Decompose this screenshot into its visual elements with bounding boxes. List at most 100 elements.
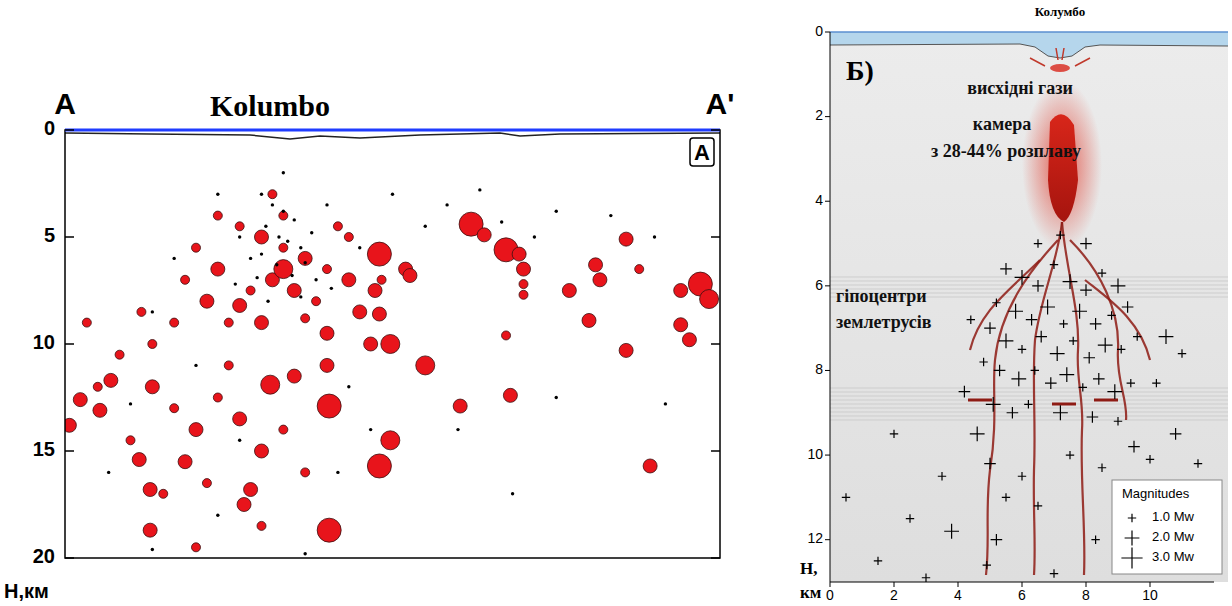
hypocenter — [1040, 300, 1055, 315]
hypocenter — [944, 524, 959, 539]
legend-label: 1.0 Mw — [1152, 509, 1195, 524]
hypocenter — [1098, 269, 1106, 277]
hypocenter-dot — [151, 310, 154, 313]
hypocenter — [416, 356, 435, 375]
hypocenter — [279, 243, 288, 252]
hypocenter — [1031, 366, 1039, 374]
hypocenter — [1087, 411, 1099, 423]
hypocenter-dot — [290, 274, 293, 277]
hypocenter-dot — [330, 287, 333, 290]
hypocenter-dot — [664, 402, 667, 405]
hypocenter — [1008, 304, 1023, 319]
hypocenter — [213, 211, 222, 220]
layer-band — [830, 396, 1228, 397]
hypocenter — [1056, 231, 1064, 239]
legend-title: Magnitudes — [1122, 486, 1190, 501]
hypocenter — [178, 455, 192, 469]
y-tick — [825, 32, 830, 33]
hypocenter — [967, 315, 975, 323]
y-tick-label: 0 — [815, 23, 823, 39]
hypocenter — [235, 222, 244, 231]
hypocenter — [519, 290, 528, 299]
hypocenter — [562, 284, 576, 298]
hypocenter — [189, 423, 203, 437]
background — [830, 32, 1228, 582]
hypocenter — [984, 322, 996, 334]
legend-marker — [1125, 531, 1140, 546]
hypocenter-dot — [391, 193, 394, 196]
y-axis — [830, 32, 831, 582]
hypocenter — [1107, 384, 1122, 399]
hypocenter — [842, 493, 850, 501]
hypocenter — [233, 298, 247, 312]
hypocenter — [255, 316, 269, 330]
gas-spot — [1050, 64, 1070, 72]
hypocenter-dot — [303, 552, 306, 555]
hypocenter — [353, 305, 367, 319]
hypocenter — [1000, 263, 1012, 275]
hypocenter — [1026, 314, 1038, 326]
hypocenter-dot — [310, 231, 313, 234]
y-tick — [825, 539, 830, 540]
y-tick-label: 10 — [807, 446, 823, 462]
hypocenter — [73, 393, 87, 407]
annotation: з 28-44% розплаву — [931, 141, 1081, 161]
hypocenter — [874, 557, 882, 565]
hypocenter — [143, 523, 157, 537]
hypocenter-dot — [555, 396, 558, 399]
hypocenter-dot — [336, 471, 339, 474]
x-tick-label: 6 — [1018, 587, 1026, 603]
hypocenter — [148, 340, 157, 349]
hypocenter-dot — [260, 252, 263, 255]
hypocenter — [619, 232, 633, 246]
hypocenter-dot — [172, 257, 175, 260]
y-tick — [711, 557, 720, 559]
hypocenter-dot — [275, 263, 278, 266]
hypocenter — [1107, 311, 1115, 319]
sill — [1052, 403, 1076, 406]
hypocenter — [381, 335, 400, 354]
hypocenter-dot — [107, 471, 110, 474]
x-tick-label: 8 — [1082, 587, 1090, 603]
y-tick — [711, 129, 720, 131]
hypocenter — [320, 326, 334, 340]
hypocenter-dot — [500, 220, 503, 223]
hypocenter — [979, 358, 987, 366]
y-tick — [711, 450, 720, 452]
y-tick — [711, 236, 720, 238]
hypocenter — [255, 230, 269, 244]
hypocenter-dot — [478, 188, 481, 191]
y-tick — [65, 343, 74, 345]
hypocenter — [367, 242, 391, 266]
hypocenter — [317, 518, 341, 542]
hypocenter-dot — [216, 193, 219, 196]
hypocenter — [1034, 502, 1042, 510]
hypocenter — [132, 453, 146, 467]
hypocenter — [1111, 278, 1126, 293]
seafloor — [830, 44, 1228, 58]
hypocenter — [517, 262, 531, 276]
x-tick-label: 0 — [826, 587, 834, 603]
hypocenter — [192, 243, 201, 252]
hypocenter — [333, 222, 342, 231]
hypocenter — [65, 418, 76, 432]
hypocenter — [1072, 304, 1087, 319]
hypocenter-dot — [299, 295, 302, 298]
y-tick-label: 10 — [33, 331, 55, 353]
hypocenter — [317, 394, 341, 418]
hypocenter — [104, 373, 118, 387]
hypocenter — [143, 483, 157, 497]
hypocenter — [1011, 372, 1026, 387]
hypocenter — [1050, 346, 1065, 361]
hypocenter — [635, 265, 644, 274]
hypocenter — [1063, 274, 1078, 289]
y-axis-title: H, — [800, 559, 817, 578]
hypocenter — [1050, 260, 1058, 268]
hypocenter — [1053, 405, 1068, 420]
hypocenter-dot — [282, 171, 285, 174]
hypocenter — [1114, 417, 1122, 425]
hypocenter — [200, 294, 214, 308]
layer-band — [830, 388, 1228, 389]
legend-box — [1112, 480, 1222, 574]
hypocenter — [984, 458, 996, 470]
